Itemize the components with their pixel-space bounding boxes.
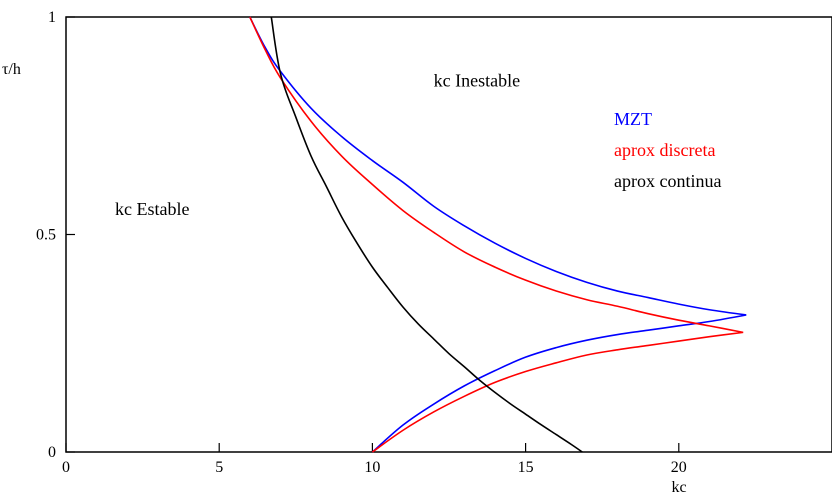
- x-axis-title: kc: [671, 479, 686, 496]
- legend: MZT aprox discreta aprox continua: [614, 109, 721, 191]
- series-line-mzt: [249, 16, 747, 453]
- annotations: kc Inestable kc Estable: [115, 71, 520, 219]
- axis-ticks: 0 5 10 15 20 0 0.5 1: [36, 9, 687, 476]
- series-lines: [249, 16, 747, 453]
- x-tick-label: 10: [364, 459, 380, 476]
- x-tick-label: 5: [215, 459, 223, 476]
- annotation-label: kc Estable: [115, 199, 189, 219]
- x-tick-label: 20: [671, 459, 687, 476]
- y-tick-label: 0.5: [36, 227, 56, 244]
- legend-item: MZT: [614, 109, 652, 129]
- x-tick-label: 0: [62, 459, 70, 476]
- y-axis-title: τ/h: [2, 61, 21, 78]
- series-line-aprox-discreta: [249, 16, 744, 453]
- legend-item: aprox discreta: [614, 140, 715, 160]
- y-tick-label: 0: [48, 444, 56, 461]
- legend-item: aprox continua: [614, 171, 721, 191]
- annotation-label: kc Inestable: [434, 71, 520, 91]
- y-tick-label: 1: [48, 9, 56, 26]
- series-line-aprox-continua: [270, 16, 583, 453]
- x-tick-label: 15: [518, 459, 534, 476]
